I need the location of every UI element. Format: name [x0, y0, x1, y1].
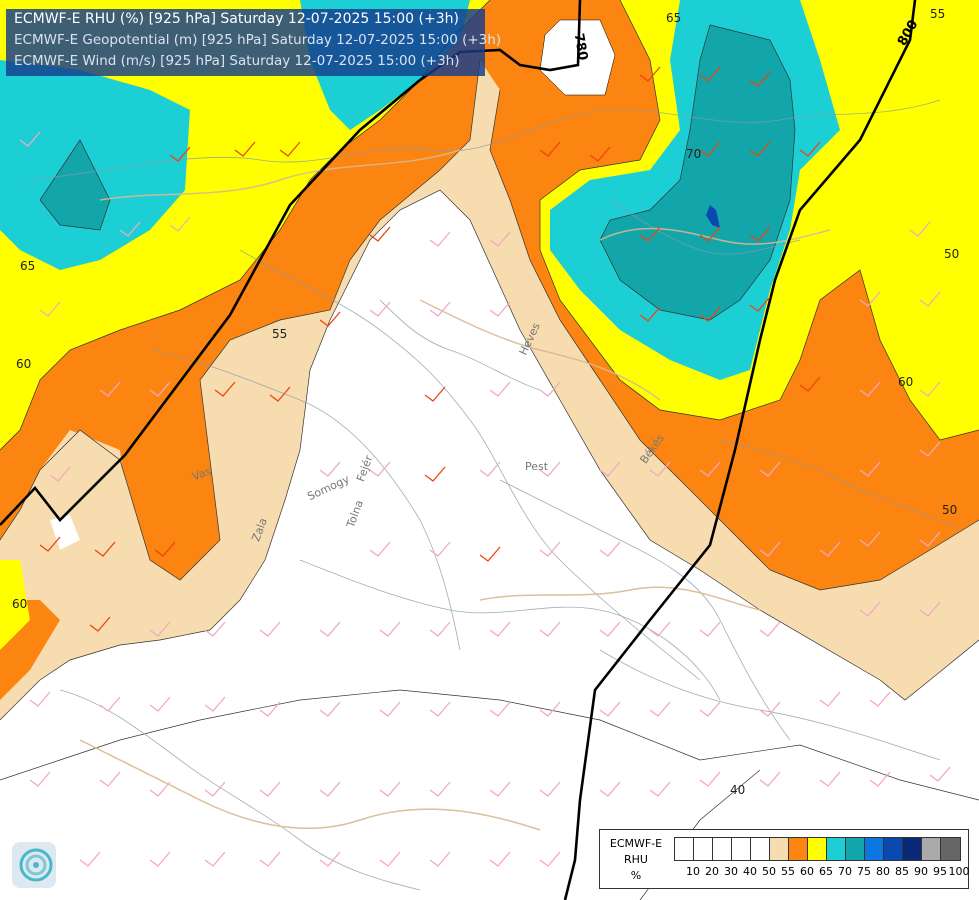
geopotential-contours — [0, 0, 917, 900]
rhu-label-ne55: 55 — [930, 7, 945, 21]
legend-title: ECMWF-E RHU % — [604, 836, 668, 884]
wind-barbs — [19, 66, 951, 867]
legend-tick-label: 55 — [781, 865, 795, 878]
rhu-band-75 — [40, 25, 795, 320]
geopotential-780 — [0, 0, 582, 526]
rhu-label-sw60: 60 — [12, 597, 27, 611]
legend-tick-label: 100 — [948, 865, 970, 878]
rhu-label-c70: 70 — [686, 147, 701, 161]
rhu-label-n65: 65 — [666, 11, 681, 25]
place-pest: Pest — [525, 460, 549, 473]
legend-swatch — [808, 838, 827, 860]
rhu-label-e60: 60 — [898, 375, 913, 389]
legend-tick-label: 20 — [705, 865, 719, 878]
rhu-band-lowest-west — [50, 515, 80, 550]
legend-swatch — [884, 838, 903, 860]
legend-swatch — [751, 838, 770, 860]
legend-title-model: ECMWF-E — [609, 837, 663, 850]
rhu-band-80 — [706, 205, 720, 228]
legend-swatches — [674, 837, 961, 861]
legend-title-variable: RHU — [624, 853, 648, 866]
header-geopotential-line: ECMWF-E Geopotential (m) [925 hPa] Satur… — [14, 32, 502, 48]
rhu-label-e50: 50 — [942, 503, 957, 517]
legend-swatch — [903, 838, 922, 860]
header-wind-line: ECMWF-E Wind (m/s) [925 hPa] Saturday 12… — [14, 53, 460, 69]
legend-swatch — [732, 838, 751, 860]
legend-tick-label: 90 — [914, 865, 928, 878]
country-borders — [29, 99, 961, 891]
legend-tick-label: 50 — [762, 865, 776, 878]
rhu-label-w60: 60 — [16, 357, 31, 371]
legend-tick-label: 70 — [838, 865, 852, 878]
ecmwf-logo-icon — [12, 842, 56, 888]
legend-tick-label: 80 — [876, 865, 890, 878]
geopotential-800 — [563, 0, 917, 900]
legend-tick-label: 65 — [819, 865, 833, 878]
map-header: ECMWF-E RHU (%) [925 hPa] Saturday 12-07… — [6, 9, 502, 76]
legend-swatch — [770, 838, 789, 860]
header-rhu-line: ECMWF-E RHU (%) [925 hPa] Saturday 12-07… — [14, 11, 459, 27]
rhu-label-s40: 40 — [730, 783, 745, 797]
regional-borders — [79, 149, 831, 831]
rhu-label-c55: 55 — [272, 327, 287, 341]
legend-swatch — [694, 838, 713, 860]
legend-tick-label: 85 — [895, 865, 909, 878]
rhu-label-e50top: 50 — [944, 247, 959, 261]
legend-swatch — [922, 838, 941, 860]
legend-tick-label: 60 — [800, 865, 814, 878]
legend-title-unit: % — [630, 869, 642, 882]
legend-swatch — [789, 838, 808, 860]
rhu-label-nw65: 65 — [20, 259, 35, 273]
legend-swatch — [941, 838, 960, 860]
legend-tick-label: 75 — [857, 865, 871, 878]
geopotential-label-780: 780 — [571, 32, 590, 61]
legend-tick-label: 30 — [724, 865, 738, 878]
legend-tick-label: 40 — [743, 865, 757, 878]
legend-tick-label: 95 — [933, 865, 947, 878]
legend-swatch — [675, 838, 694, 860]
legend-swatch — [827, 838, 846, 860]
place-vas: Vas — [190, 464, 213, 483]
rhu-legend: ECMWF-E RHU % 10 20 30 40 50 55 60 65 70 75 80 85 90… — [599, 829, 970, 889]
legend-swatch — [865, 838, 884, 860]
legend-swatch — [846, 838, 865, 860]
legend-tick-label: 10 — [686, 865, 700, 878]
legend-swatch — [713, 838, 732, 860]
